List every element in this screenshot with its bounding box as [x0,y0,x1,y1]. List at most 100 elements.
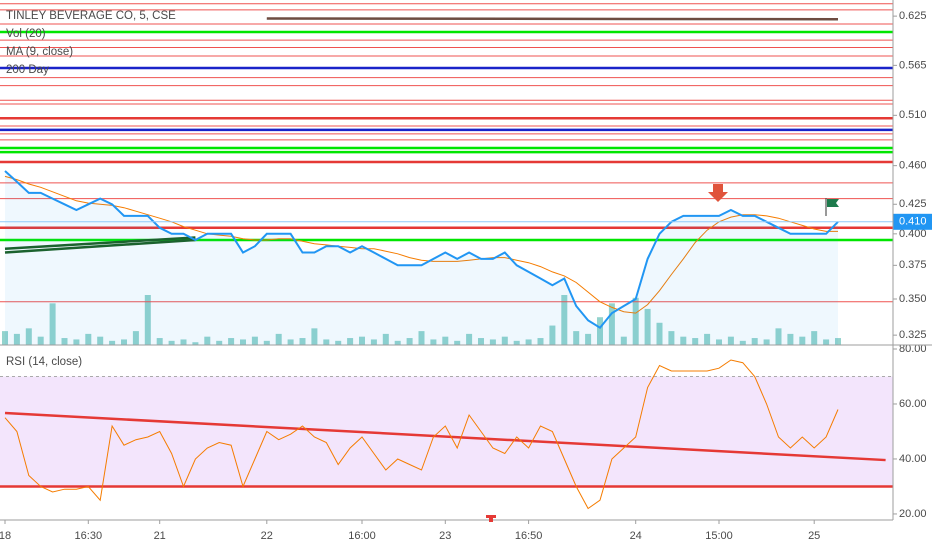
volume-bar [109,340,116,345]
volume-bar [73,339,80,345]
volume-bar [335,340,342,345]
volume-bar [799,336,806,345]
volume-bar [406,338,413,345]
y-tick-label: 0.400 [899,228,927,240]
volume-bar [37,336,44,345]
volume-bar [370,339,377,345]
y-tick-label: 0.375 [899,259,927,271]
volume-bar [85,333,92,345]
volume-bar [835,338,841,345]
volume-bar [823,339,830,345]
price-pane [0,3,893,345]
rsi-pane [0,359,893,510]
trendline [4,411,886,462]
series-line [4,170,839,330]
y-tick-label: 80.00 [899,343,927,355]
volume-bar [275,333,282,345]
volume-bar [394,340,401,345]
volume-bar [311,328,318,345]
last-price-label: 0.410 [899,216,927,228]
volume-bar [132,331,139,345]
volume-bar [811,331,818,345]
volume-bar [418,331,425,345]
volume-bar [704,333,711,345]
volume-bar [204,336,211,345]
legend-entry: MA (9, close) [6,46,73,58]
volume-bar [156,338,163,345]
x-tick-label: 16:30 [75,530,103,542]
volume-bar [121,339,127,345]
volume-bar [668,331,675,345]
volume-bar [359,336,365,345]
legend-entry: RSI (14, close) [6,356,82,368]
x-tick-label: 22 [261,530,273,542]
volume-bar [168,340,175,345]
volume-bar [775,328,782,345]
volume-bar [608,303,615,345]
y-tick-label: 0.565 [899,59,927,71]
volume-bar [692,338,699,345]
volume-bar [727,336,734,345]
volume-bar [585,333,592,345]
y-tick-label: 0.510 [899,109,927,121]
legend-entry: 200 Day [6,64,49,76]
x-tick-label: 23 [439,530,451,542]
flag-icon [825,198,839,216]
sell-arrow-icon [708,184,728,202]
volume-bar [751,338,758,345]
legend-title: TINLEY BEVERAGE CO, 5, CSE [6,10,176,22]
volume-bar [240,339,246,345]
volume-bar [537,338,544,345]
volume-bar [430,339,437,345]
x-tick-label: 16:00 [348,530,376,542]
volume-bar [347,338,354,345]
y-tick-label: 0.350 [899,293,927,305]
ma200-line [266,17,839,21]
volume-bar [454,340,461,345]
trendline [4,238,196,254]
volume-bar [49,303,56,345]
volume-bar [549,325,556,345]
x-tick-label: 21 [154,530,166,542]
y-tick-label: 20.00 [899,508,927,520]
volume-bar [513,340,520,345]
volume-bar [287,339,294,345]
volume-bar [525,339,532,345]
series-line [4,175,838,314]
axes: 0.625 0.565 0.510 0.460 0.425 0.400 0.375 0.350… [0,10,932,542]
volume-bar [644,308,651,345]
x-tick-label: 18 [0,530,11,542]
volume-bar [597,317,603,345]
volume-bar [739,340,746,345]
y-tick-label: 0.460 [899,160,927,172]
event-marker-icon [486,515,496,522]
volume-bar [632,297,639,345]
y-tick-label: 0.625 [899,10,927,22]
volume-bar [25,328,32,345]
volume-bar [501,336,508,345]
volume-bar [478,338,484,345]
x-tick-label: 16:50 [515,530,543,542]
volume-bar [489,339,496,345]
volume-bar [299,338,306,345]
y-tick-label: 0.325 [899,329,927,341]
last-price-box [893,213,932,230]
series-line [4,359,839,510]
volume-bar [656,322,663,345]
y-tick-label: 0.425 [899,198,927,210]
volume-bar [561,295,568,345]
volume-bar [620,336,627,345]
volume-bar [97,336,104,345]
x-tick-label: 24 [630,530,642,542]
volume-bar [573,331,580,345]
volume-bar [13,333,20,345]
volume-bar [192,342,199,345]
volume-bar [216,340,223,345]
volume-bar [382,333,389,345]
volume-bar [787,333,794,345]
volume-bar [680,336,687,345]
volume-bar [763,339,770,345]
x-tick-label: 25 [808,530,820,542]
volume-bar [2,331,8,345]
legend-entry: Vol (20) [6,28,46,40]
